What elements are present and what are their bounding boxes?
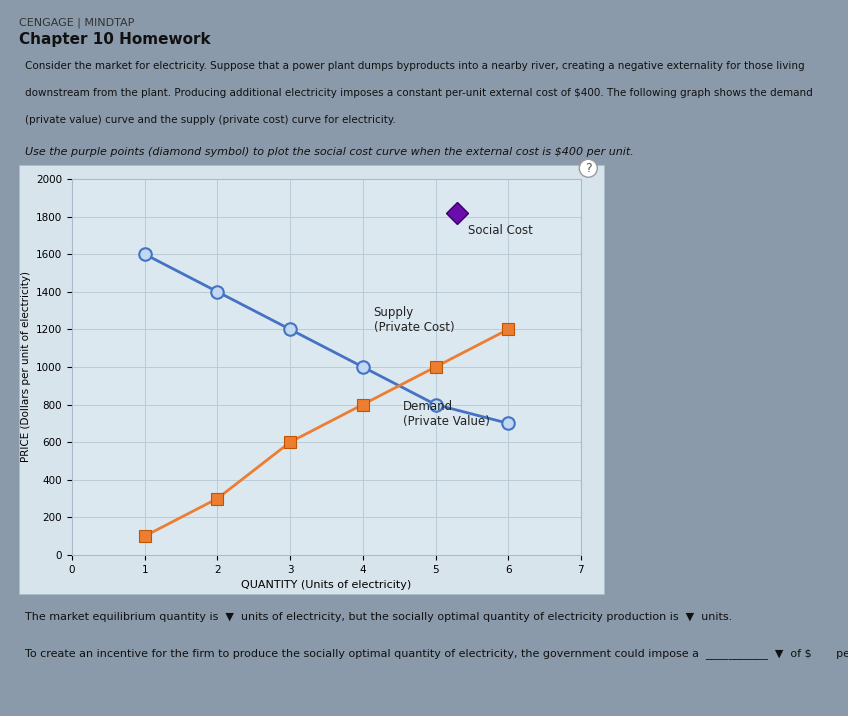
Text: Demand
(Private Value): Demand (Private Value) (403, 400, 489, 428)
Text: Chapter 10 Homework: Chapter 10 Homework (19, 32, 210, 47)
Y-axis label: PRICE (Dollars per unit of electricity): PRICE (Dollars per unit of electricity) (20, 271, 31, 463)
Text: The market equilibrium quantity is  ▼  units of electricity, but the socially op: The market equilibrium quantity is ▼ uni… (25, 612, 733, 622)
Text: ?: ? (585, 162, 592, 175)
Text: downstream from the plant. Producing additional electricity imposes a constant p: downstream from the plant. Producing add… (25, 88, 813, 98)
FancyBboxPatch shape (19, 165, 604, 594)
Text: Use the purple points (diamond symbol) to plot the social cost curve when the ex: Use the purple points (diamond symbol) t… (25, 147, 634, 157)
Text: To create an incentive for the firm to produce the socially optimal quantity of : To create an incentive for the firm to p… (25, 648, 848, 659)
Text: Consider the market for electricity. Suppose that a power plant dumps byproducts: Consider the market for electricity. Sup… (25, 61, 805, 71)
X-axis label: QUANTITY (Units of electricity): QUANTITY (Units of electricity) (242, 580, 411, 590)
Text: Social Cost: Social Cost (468, 224, 533, 237)
Text: Supply
(Private Cost): Supply (Private Cost) (374, 306, 455, 334)
Text: CENGAGE | MINDTAP: CENGAGE | MINDTAP (19, 18, 135, 29)
Text: (private value) curve and the supply (private cost) curve for electricity.: (private value) curve and the supply (pr… (25, 115, 396, 125)
